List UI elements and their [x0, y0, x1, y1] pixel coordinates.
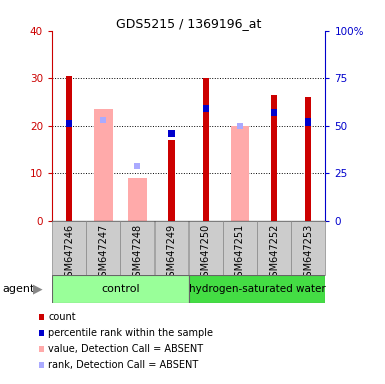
Bar	[305, 118, 311, 126]
Text: percentile rank within the sample: percentile rank within the sample	[48, 328, 213, 338]
FancyBboxPatch shape	[189, 275, 325, 303]
Text: GSM647247: GSM647247	[98, 223, 108, 283]
Bar	[271, 95, 277, 221]
Text: value, Detection Call = ABSENT: value, Detection Call = ABSENT	[48, 344, 203, 354]
Bar	[169, 130, 175, 137]
FancyBboxPatch shape	[86, 221, 120, 275]
Text: GSM647248: GSM647248	[132, 223, 142, 283]
Bar	[66, 76, 72, 221]
Text: GSM647251: GSM647251	[235, 223, 245, 283]
FancyBboxPatch shape	[121, 221, 154, 275]
Text: rank, Detection Call = ABSENT: rank, Detection Call = ABSENT	[48, 360, 198, 370]
FancyBboxPatch shape	[52, 221, 86, 275]
Text: GSM647252: GSM647252	[269, 223, 279, 283]
Text: GSM647253: GSM647253	[303, 223, 313, 283]
Text: hydrogen-saturated water: hydrogen-saturated water	[189, 284, 325, 294]
FancyBboxPatch shape	[223, 221, 257, 275]
Bar	[94, 109, 113, 221]
FancyBboxPatch shape	[189, 221, 223, 275]
Bar	[134, 163, 141, 169]
FancyBboxPatch shape	[155, 221, 189, 275]
Bar	[271, 109, 277, 116]
Title: GDS5215 / 1369196_at: GDS5215 / 1369196_at	[116, 17, 261, 30]
Text: control: control	[101, 284, 140, 294]
Text: agent: agent	[2, 284, 34, 294]
Bar	[305, 97, 311, 221]
Text: count: count	[48, 312, 76, 322]
Text: ▶: ▶	[33, 282, 43, 295]
FancyBboxPatch shape	[257, 221, 291, 275]
Bar	[231, 126, 249, 221]
Bar	[237, 123, 243, 129]
Bar	[203, 105, 209, 112]
Bar	[203, 78, 209, 221]
Bar	[128, 178, 147, 221]
Text: GSM647249: GSM647249	[167, 223, 177, 283]
Bar	[66, 120, 72, 127]
Bar	[100, 117, 106, 123]
Text: GSM647246: GSM647246	[64, 223, 74, 283]
Text: GSM647250: GSM647250	[201, 223, 211, 283]
FancyBboxPatch shape	[291, 221, 325, 275]
Bar	[169, 140, 175, 221]
FancyBboxPatch shape	[52, 275, 189, 303]
